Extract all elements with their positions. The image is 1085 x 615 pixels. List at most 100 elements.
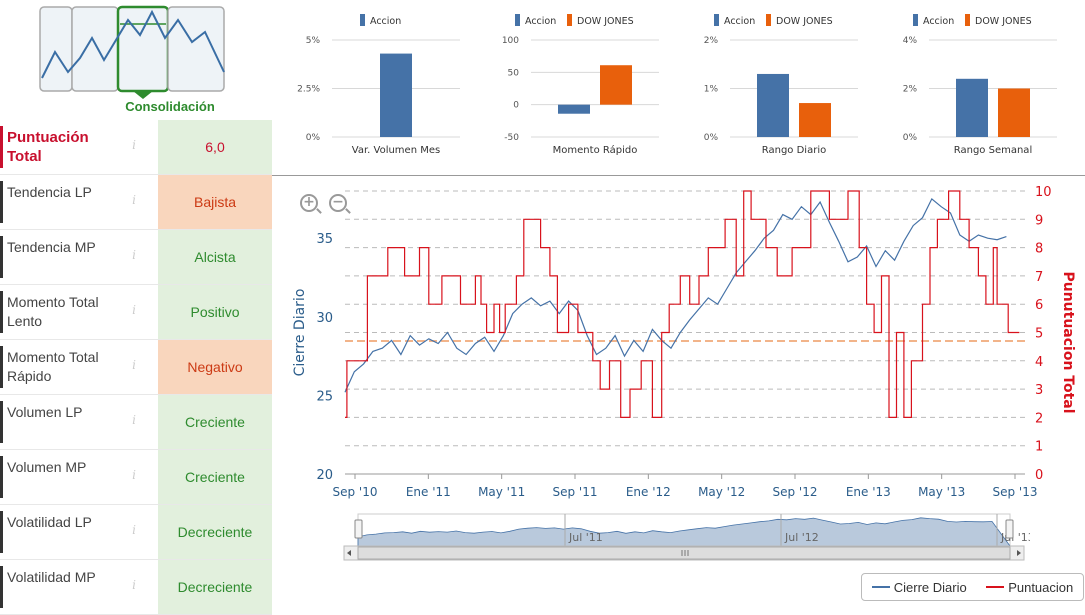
tick-label: 100 xyxy=(502,36,519,46)
tick-label: 0% xyxy=(903,133,918,143)
legend-label: Accion xyxy=(525,16,556,27)
score-row: Tendencia LP i Bajista xyxy=(0,175,272,230)
mini-chart: 0% 1% 2% Accion DOW JONES Rango Diario xyxy=(704,14,858,156)
tick-label: 2% xyxy=(704,36,719,46)
legend-label-puntuacion: Puntuacion xyxy=(1008,579,1074,595)
score-label: Momento Total Lento xyxy=(7,294,99,329)
navigator-handle-right xyxy=(1005,519,1014,539)
info-icon[interactable]: i xyxy=(132,468,136,482)
row-marker xyxy=(0,291,3,333)
info-icon[interactable]: i xyxy=(132,193,136,207)
score-value: Creciente xyxy=(158,450,272,504)
score-value: Alcista xyxy=(158,230,272,284)
score-value: Decreciente xyxy=(158,560,272,614)
tick-label: 1% xyxy=(704,85,719,95)
y2-tick-label: 9 xyxy=(1035,213,1043,228)
mini-chart: -50 0 50 100 Accion DOW JONES Momento Rápido xyxy=(502,14,659,156)
legend-label: Accion xyxy=(923,16,954,27)
row-marker xyxy=(0,401,3,443)
row-marker xyxy=(0,511,3,553)
bar xyxy=(799,103,831,137)
score-value: Bajista xyxy=(158,175,272,229)
legend-label: Accion xyxy=(724,16,755,27)
x-tick-label: Sep '10 xyxy=(333,485,378,499)
navigator[interactable]: Jul '11 Jul '12 Jul '13 xyxy=(340,510,1035,562)
score-row: Volatilidad LP i Decreciente xyxy=(0,505,272,560)
mini-charts: 0% 2.5% 5% Accion Var. Volumen Mes -50 0 50 100 A… xyxy=(290,0,1085,170)
navigator-label: Jul '12 xyxy=(784,531,819,544)
score-value: Positivo xyxy=(158,285,272,339)
y2-axis-title: Punutuacion Total xyxy=(1060,271,1076,413)
score-panel: Consolidación Puntuación Total i 6,0 Tenden… xyxy=(0,0,272,615)
info-icon[interactable]: i xyxy=(132,413,136,427)
legend-swatch xyxy=(714,14,719,26)
bar xyxy=(600,65,632,105)
score-label: Tendencia LP xyxy=(7,184,92,200)
score-row: Momento Total Lento i Positivo xyxy=(0,285,272,340)
tick-label: 50 xyxy=(508,68,520,78)
y-tick-label: 35 xyxy=(316,232,333,247)
pattern-graphic xyxy=(39,5,225,99)
y2-tick-label: 0 xyxy=(1035,468,1043,483)
navigator-label: Jul '13 xyxy=(1000,531,1030,544)
legend-label: DOW JONES xyxy=(975,16,1032,27)
series-puntuacion-line xyxy=(345,190,1020,418)
tick-label: -50 xyxy=(504,133,519,143)
info-icon[interactable]: i xyxy=(132,248,136,262)
info-icon[interactable]: i xyxy=(132,578,136,592)
info-icon[interactable]: i xyxy=(132,523,136,537)
x-tick-label: Sep '12 xyxy=(773,485,818,499)
zoom-in-icon[interactable]: + xyxy=(300,194,318,212)
zoom-out-icon[interactable]: − xyxy=(329,194,347,212)
info-icon[interactable]: i xyxy=(132,303,136,317)
x-tick-label: May '11 xyxy=(478,485,525,499)
price-score-chart: 0 1 2 3 4 5 6 7 8 9 10 20 25 30 35 Sep '10 Ene '11 May '1… xyxy=(292,185,1076,499)
legend-label: DOW JONES xyxy=(577,16,634,27)
y-axis-title: Cierre Diario xyxy=(292,289,308,377)
y-tick-label: 20 xyxy=(316,468,333,483)
x-tick-label: May '13 xyxy=(918,485,965,499)
legend-swatch-puntuacion xyxy=(986,586,1005,588)
row-marker xyxy=(0,346,3,388)
legend-swatch xyxy=(913,14,918,26)
tick-label: 2% xyxy=(903,85,918,95)
legend-label: DOW JONES xyxy=(776,16,833,27)
x-tick-label: Ene '12 xyxy=(626,485,671,499)
bar xyxy=(998,88,1030,137)
pattern-line xyxy=(41,9,225,79)
mini-chart: 0% 2% 4% Accion DOW JONES Rango Semanal xyxy=(903,14,1057,156)
legend-swatch xyxy=(567,14,572,26)
score-label: Tendencia MP xyxy=(7,239,96,255)
x-tick-label: Sep '13 xyxy=(993,485,1038,499)
navigator-graphic[interactable]: Jul '11 Jul '12 Jul '13 xyxy=(340,510,1035,562)
chart-legend[interactable]: Cierre Diario Puntuacion xyxy=(861,573,1084,601)
legend-swatch xyxy=(766,14,771,26)
chart-title: Rango Diario xyxy=(762,145,826,156)
x-tick-label: May '12 xyxy=(698,485,745,499)
row-marker xyxy=(0,181,3,223)
pattern-frame-4 xyxy=(167,6,225,92)
navigator-handle-left xyxy=(354,519,363,539)
info-icon[interactable]: i xyxy=(132,358,136,372)
scroll-left-icon xyxy=(347,550,351,556)
legend-item-cierre[interactable]: Cierre Diario xyxy=(871,580,967,595)
series-cierre-line xyxy=(344,197,1007,393)
score-value: Decreciente xyxy=(158,505,272,559)
tick-label: 5% xyxy=(306,36,321,46)
pattern-label: Consolidación xyxy=(125,99,215,114)
divider xyxy=(272,175,1085,176)
legend-item-puntuacion[interactable]: Puntuacion xyxy=(986,580,1073,595)
info-icon[interactable]: i xyxy=(132,138,136,152)
tick-label: 0% xyxy=(704,133,719,143)
score-row: Volumen LP i Creciente xyxy=(0,395,272,450)
y2-tick-label: 1 xyxy=(1035,440,1043,455)
chart-title: Momento Rápido xyxy=(553,144,638,156)
score-label: Volatilidad LP xyxy=(7,514,92,530)
y-tick-label: 25 xyxy=(316,389,333,404)
mini-chart: 0% 2.5% 5% Accion Var. Volumen Mes xyxy=(297,14,460,156)
y2-tick-label: 6 xyxy=(1035,298,1043,313)
score-label: Volumen LP xyxy=(7,404,83,420)
row-marker xyxy=(0,236,3,278)
score-rows: Puntuación Total i 6,0 Tendencia LP i Bajista… xyxy=(0,120,272,615)
bar xyxy=(757,73,789,137)
